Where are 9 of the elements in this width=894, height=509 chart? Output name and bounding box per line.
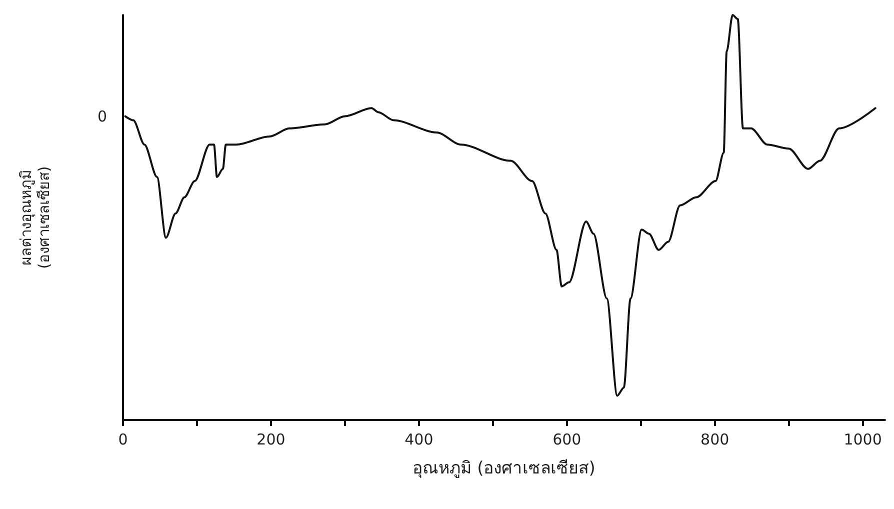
x-tick-label: 800 — [700, 430, 730, 448]
x-tick-label: 200 — [256, 430, 286, 448]
x-tick-label: 0 — [118, 430, 128, 448]
annotation: 0 — [97, 107, 107, 126]
x-tick-label: 400 — [404, 430, 434, 448]
y-axis-title: ผลต่างอุณหภูมิ (องศาเซลเซียส) — [17, 166, 53, 269]
x-tick-label: 1000 — [844, 430, 882, 448]
x-tick-label: 600 — [552, 430, 582, 448]
x-axis-title: อุณหภูมิ (องศาเซลเซียส) — [412, 458, 596, 478]
